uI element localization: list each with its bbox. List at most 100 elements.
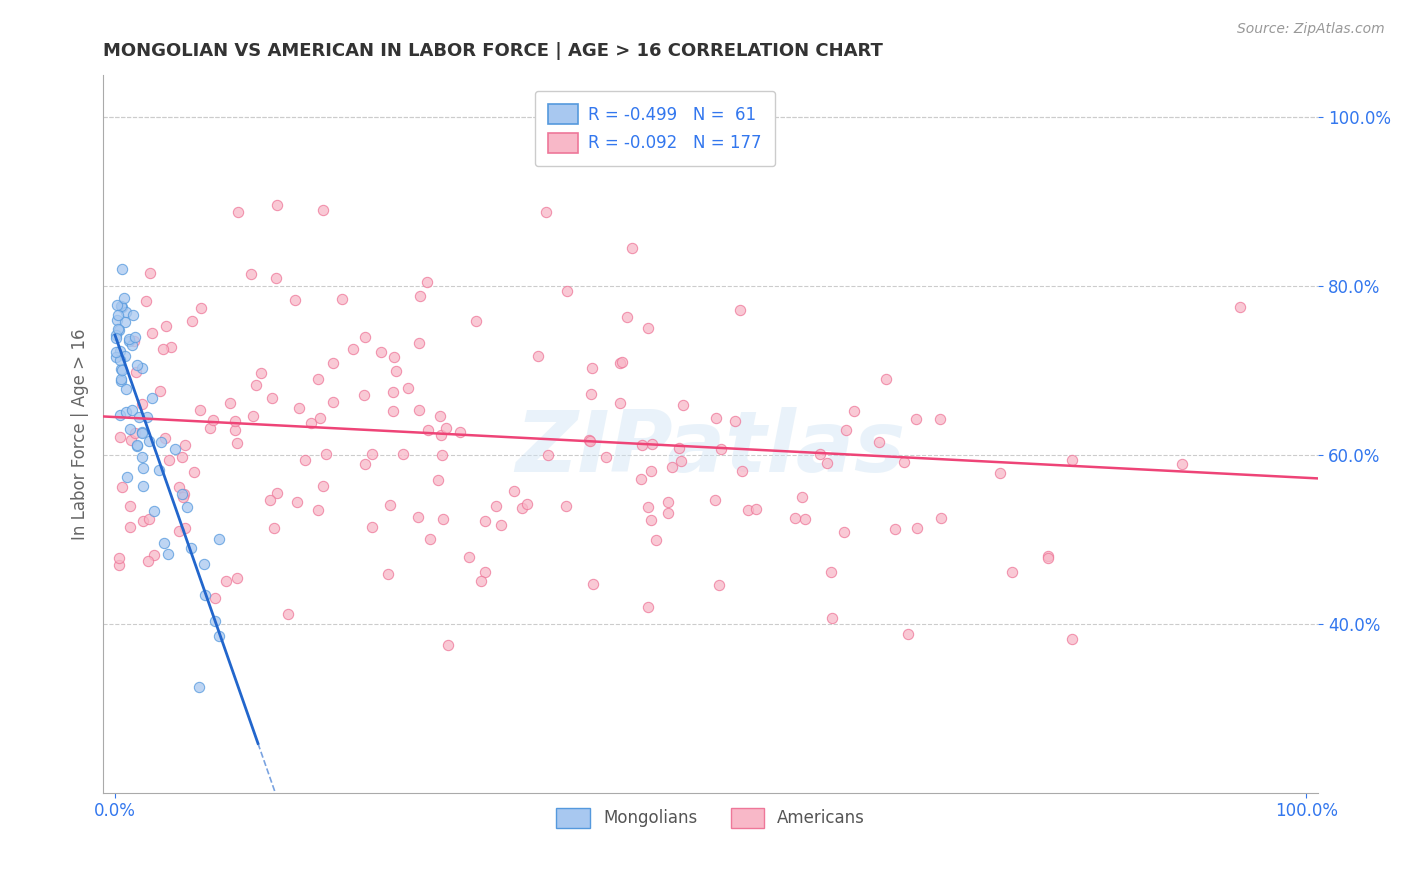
Point	[104, 351, 127, 365]
Point	[131, 425, 153, 440]
Point	[120, 499, 142, 513]
Point	[396, 381, 419, 395]
Point	[149, 384, 172, 398]
Point	[595, 450, 617, 465]
Point	[204, 591, 226, 605]
Point	[516, 497, 538, 511]
Point	[136, 554, 159, 568]
Point	[485, 499, 508, 513]
Point	[114, 314, 136, 328]
Point	[905, 521, 928, 535]
Text: Source: ZipAtlas.com: Source: ZipAtlas.com	[1237, 22, 1385, 37]
Point	[284, 293, 307, 307]
Point	[661, 459, 683, 474]
Point	[704, 492, 727, 507]
Point	[783, 511, 806, 525]
Point	[153, 536, 176, 550]
Point	[174, 521, 197, 535]
Point	[239, 268, 262, 282]
Point	[148, 463, 170, 477]
Point	[201, 413, 224, 427]
Point	[181, 314, 204, 328]
Point	[790, 490, 813, 504]
Point	[610, 355, 633, 369]
Point	[105, 331, 128, 345]
Point	[112, 291, 135, 305]
Point	[115, 382, 138, 396]
Point	[167, 480, 190, 494]
Point	[728, 302, 751, 317]
Point	[155, 319, 177, 334]
Point	[875, 372, 897, 386]
Point	[122, 308, 145, 322]
Point	[637, 500, 659, 514]
Point	[157, 547, 180, 561]
Point	[737, 503, 759, 517]
Point	[821, 611, 844, 625]
Point	[537, 448, 560, 462]
Point	[198, 420, 221, 434]
Point	[160, 340, 183, 354]
Point	[190, 301, 212, 315]
Point	[668, 442, 690, 456]
Text: ZIPatlas: ZIPatlas	[516, 407, 905, 490]
Point	[266, 198, 288, 212]
Point	[124, 330, 146, 344]
Point	[474, 566, 496, 580]
Point	[342, 342, 364, 356]
Point	[640, 464, 662, 478]
Point	[193, 557, 215, 571]
Point	[136, 409, 159, 424]
Point	[208, 629, 231, 643]
Point	[309, 411, 332, 425]
Point	[709, 577, 731, 591]
Point	[897, 627, 920, 641]
Point	[578, 433, 600, 447]
Point	[905, 411, 928, 425]
Point	[173, 487, 195, 501]
Point	[330, 293, 353, 307]
Point	[893, 455, 915, 469]
Point	[111, 262, 134, 277]
Point	[110, 362, 132, 376]
Point	[249, 366, 271, 380]
Point	[208, 532, 231, 546]
Point	[832, 524, 855, 539]
Point	[322, 356, 344, 370]
Point	[640, 513, 662, 527]
Point	[835, 423, 858, 437]
Point	[432, 448, 454, 462]
Point	[1062, 632, 1084, 646]
Point	[408, 403, 430, 417]
Point	[434, 421, 457, 435]
Point	[1001, 566, 1024, 580]
Point	[285, 495, 308, 509]
Point	[794, 511, 817, 525]
Point	[657, 507, 679, 521]
Point	[125, 365, 148, 379]
Point	[111, 300, 134, 314]
Point	[360, 520, 382, 534]
Point	[815, 456, 838, 470]
Point	[609, 356, 631, 370]
Point	[555, 500, 578, 514]
Point	[135, 293, 157, 308]
Point	[631, 438, 654, 452]
Point	[226, 571, 249, 585]
Point	[288, 401, 311, 416]
Point	[122, 334, 145, 348]
Point	[1038, 549, 1060, 563]
Point	[110, 299, 132, 313]
Point	[242, 409, 264, 424]
Point	[131, 397, 153, 411]
Point	[579, 387, 602, 401]
Point	[115, 305, 138, 319]
Point	[138, 512, 160, 526]
Point	[432, 512, 454, 526]
Point	[132, 479, 155, 493]
Point	[172, 487, 194, 501]
Point	[163, 442, 186, 456]
Point	[127, 439, 149, 453]
Point	[138, 434, 160, 449]
Point	[1229, 300, 1251, 314]
